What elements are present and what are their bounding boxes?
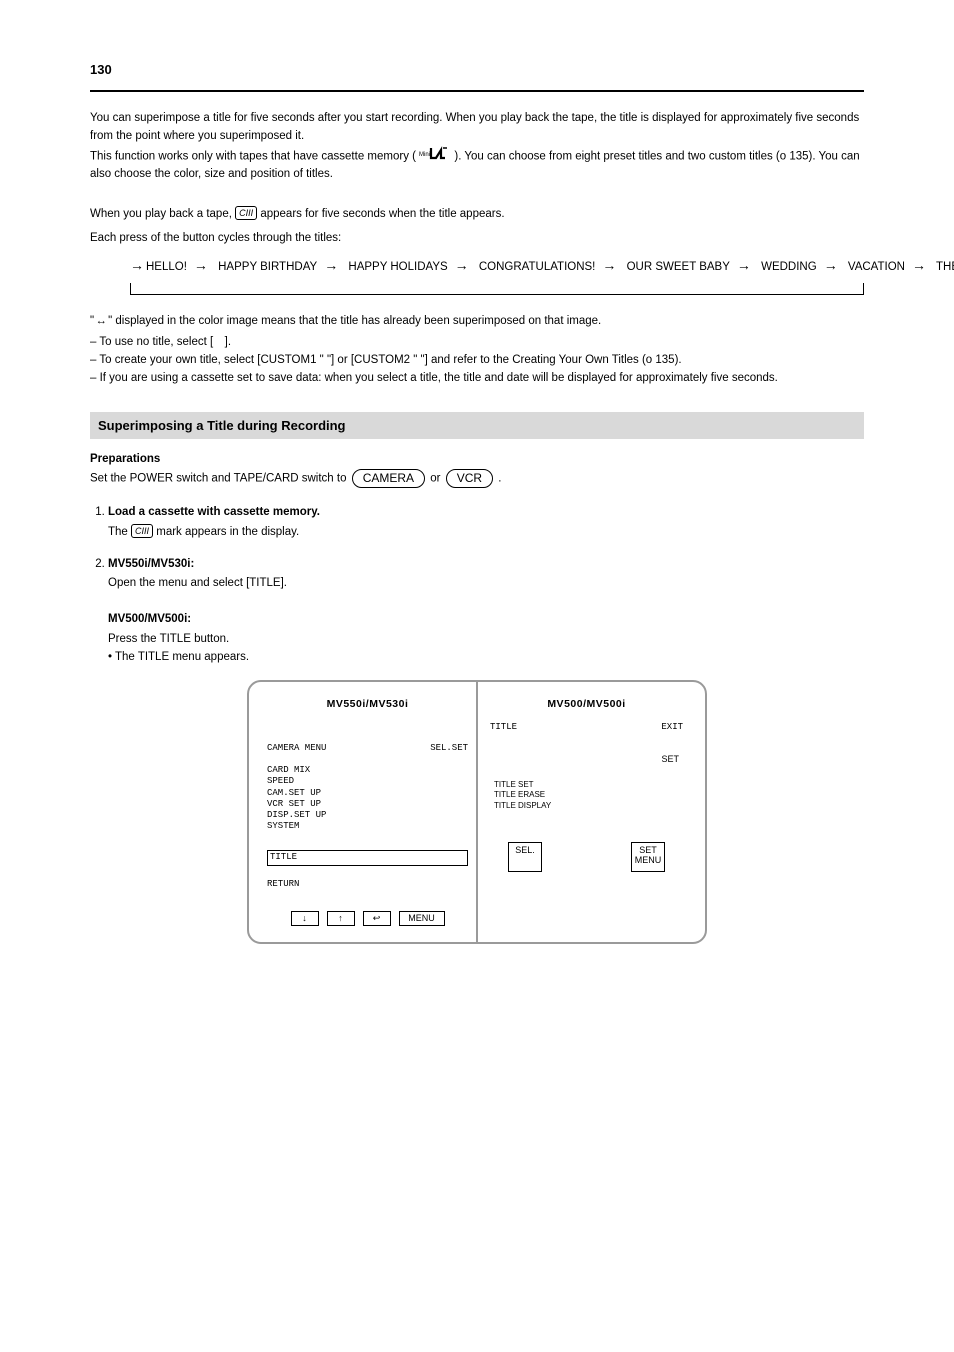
intro-l2b: ). You can choose — [454, 150, 545, 162]
screen-panels: MV550i/MV530i CAMERA MENU SEL.SET CARD M… — [247, 680, 707, 944]
sub-li3: If you are using a cassette set to save … — [100, 372, 530, 384]
menu-btn-menu[interactable]: MENU — [399, 911, 445, 926]
panel-right-title: MV500/MV500i — [486, 698, 687, 712]
intro-paragraph: You can superimpose a title for five sec… — [90, 110, 864, 184]
section-title: Superimposing a Title during Recording — [90, 412, 864, 439]
cm-note: When you play back a tape, CIII appears … — [90, 206, 864, 224]
page-number: 130 — [90, 62, 112, 77]
loop-bracket — [130, 283, 864, 295]
intro-l1: You can superimpose a title for five sec… — [90, 112, 522, 124]
touch-title: TITLE — [490, 722, 517, 734]
title-cycle: → HELLO!→ HAPPY BIRTHDAY→ HAPPY HOLIDAYS… — [90, 250, 864, 295]
cycle-item-5: WEDDING — [761, 261, 817, 273]
menu-btn-down[interactable]: ↓ — [291, 911, 319, 926]
cycle-item-6: VACATION — [848, 261, 905, 273]
menu-btn-up[interactable]: ↑ — [327, 911, 355, 926]
cycle-item-4: OUR SWEET BABY — [627, 261, 730, 273]
prep-heading: Preparations — [90, 453, 864, 465]
sub-li3b: will be displayed for approximately five… — [532, 372, 777, 384]
prep-line: Set the POWER switch and TAPE/CARD switc… — [90, 469, 864, 488]
divider-top — [90, 90, 864, 92]
intro-l4: size and position of titles. — [204, 168, 333, 180]
menu-btn-ret[interactable]: ↩ — [363, 911, 391, 926]
touch-btn-menu[interactable]: SET MENU — [631, 842, 665, 872]
svg-text:Mini: Mini — [419, 152, 430, 158]
step-2: MV550i/MV530i: Open the menu and select … — [108, 556, 864, 667]
cm-icon: CIII — [235, 206, 257, 220]
cycle-item-1: HAPPY BIRTHDAY — [218, 261, 317, 273]
steps-list: Load a cassette with cassette memory. Th… — [90, 504, 864, 667]
sub-li2: To create your own title, select [CUSTOM… — [99, 354, 509, 366]
touch-btn-sel[interactable]: SEL. — [508, 842, 542, 872]
cycle-item-3: CONGRATULATIONS! — [479, 261, 596, 273]
panel-right: MV500/MV500i TITLE EXIT SET TITLE SET TI… — [478, 692, 695, 932]
cycle-item-0: HELLO! — [146, 261, 187, 273]
sub-li2b: Creating Your Own Titles (o 135). — [512, 354, 681, 366]
minidv-icon: Mini — [419, 146, 451, 167]
sub-lead: "↔" displayed in the color image means t… — [90, 313, 864, 331]
panel-left: MV550i/MV530i CAMERA MENU SEL.SET CARD M… — [259, 692, 476, 932]
cycle-item-7: THE END — [936, 261, 954, 273]
menu-highlight: TITLE — [267, 850, 468, 866]
menu-buttons: ↓ ↑ ↩ MENU — [267, 911, 468, 926]
cm-icon-2: CIII — [131, 524, 153, 538]
touch-sub: SET — [661, 754, 679, 766]
intro-l2a: This function works only with tapes that… — [90, 150, 416, 162]
display-intro: Each press of the button cycles through … — [90, 230, 864, 248]
step-1: Load a cassette with cassette memory. Th… — [108, 504, 864, 542]
touch-exit[interactable]: EXIT — [661, 722, 683, 734]
touch-labels: TITLE SET TITLE ERASE TITLE DISPLAY — [494, 780, 551, 811]
sub-bullets: To use no title, select [ ]. To create y… — [90, 334, 864, 387]
step1-head: Load a cassette with cassette memory. — [108, 506, 320, 518]
panel-left-title: MV550i/MV530i — [267, 698, 468, 712]
camera-pill: CAMERA — [352, 469, 425, 488]
intro-l1c: you superimposed it. — [198, 130, 304, 142]
cycle-item-2: HAPPY HOLIDAYS — [348, 261, 447, 273]
menu-box: CAMERA MENU SEL.SET CARD MIX SPEED CAM.S… — [267, 720, 468, 844]
vcr-pill: VCR — [446, 469, 493, 488]
sub-li1: To use no title, select [ ]. — [99, 336, 231, 348]
